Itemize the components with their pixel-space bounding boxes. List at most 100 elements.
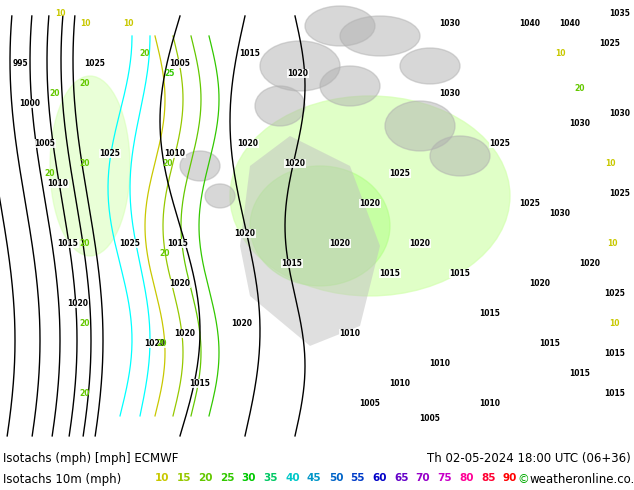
Text: 45: 45 — [307, 473, 321, 483]
Text: 1010: 1010 — [429, 359, 451, 368]
Text: 1010: 1010 — [48, 179, 68, 188]
Text: 20: 20 — [157, 339, 167, 348]
Text: 10: 10 — [123, 19, 133, 28]
Text: 90: 90 — [503, 473, 517, 483]
Text: 1015: 1015 — [281, 259, 302, 268]
Ellipse shape — [340, 16, 420, 56]
Text: Th 02-05-2024 18:00 UTC (06+36): Th 02-05-2024 18:00 UTC (06+36) — [427, 452, 631, 465]
Text: 25: 25 — [220, 473, 235, 483]
Ellipse shape — [255, 86, 305, 126]
Text: 1005: 1005 — [359, 399, 380, 408]
Text: 995: 995 — [12, 59, 28, 68]
Text: weatheronline.co.uk: weatheronline.co.uk — [530, 473, 634, 486]
Text: 1010: 1010 — [479, 399, 500, 408]
Text: 1020: 1020 — [238, 139, 259, 148]
Text: 10: 10 — [555, 49, 566, 58]
Text: 1015: 1015 — [450, 269, 470, 278]
Text: 1025: 1025 — [389, 169, 410, 178]
Text: 1010: 1010 — [164, 149, 186, 158]
Text: 20: 20 — [80, 319, 90, 328]
Text: Isotachs (mph) [mph] ECMWF: Isotachs (mph) [mph] ECMWF — [3, 452, 178, 465]
Text: 20: 20 — [80, 79, 90, 88]
Text: 20: 20 — [80, 159, 90, 168]
Text: 1030: 1030 — [569, 119, 590, 128]
Text: 1020: 1020 — [359, 199, 380, 208]
Text: 1040: 1040 — [519, 19, 541, 28]
Text: 20: 20 — [163, 159, 173, 168]
Text: 10: 10 — [607, 239, 618, 248]
Text: 10: 10 — [55, 9, 65, 18]
Text: 1005: 1005 — [169, 59, 190, 68]
Text: 1025: 1025 — [120, 239, 141, 248]
Text: 20: 20 — [45, 169, 55, 178]
Text: 55: 55 — [351, 473, 365, 483]
Text: 60: 60 — [372, 473, 387, 483]
Text: 85: 85 — [481, 473, 496, 483]
Text: 20: 20 — [139, 49, 150, 58]
Text: 1015: 1015 — [190, 379, 210, 388]
Text: 40: 40 — [285, 473, 300, 483]
Ellipse shape — [250, 166, 390, 286]
Text: 1040: 1040 — [559, 19, 581, 28]
Text: 30: 30 — [242, 473, 256, 483]
Text: 65: 65 — [394, 473, 408, 483]
Text: 10: 10 — [155, 473, 169, 483]
Text: 1025: 1025 — [489, 139, 510, 148]
Text: 1020: 1020 — [174, 329, 195, 338]
Ellipse shape — [320, 66, 380, 106]
Text: 1025: 1025 — [605, 289, 625, 298]
Text: 1015: 1015 — [380, 269, 401, 278]
Text: 80: 80 — [459, 473, 474, 483]
Ellipse shape — [180, 151, 220, 181]
Text: 1025: 1025 — [100, 149, 120, 158]
Ellipse shape — [385, 101, 455, 151]
Text: 1035: 1035 — [609, 9, 630, 18]
Text: 20: 20 — [80, 389, 90, 398]
Text: 1025: 1025 — [600, 39, 621, 48]
Text: 1020: 1020 — [145, 339, 165, 348]
Text: Isotachs 10m (mph): Isotachs 10m (mph) — [3, 473, 121, 486]
Text: 75: 75 — [437, 473, 452, 483]
Text: 15: 15 — [176, 473, 191, 483]
Text: 1015: 1015 — [167, 239, 188, 248]
Text: 1020: 1020 — [529, 279, 550, 288]
Text: 50: 50 — [329, 473, 343, 483]
Ellipse shape — [400, 48, 460, 84]
Text: 70: 70 — [416, 473, 430, 483]
Text: 1020: 1020 — [67, 299, 89, 308]
Ellipse shape — [305, 6, 375, 46]
Text: 1030: 1030 — [439, 89, 460, 98]
Text: 1010: 1010 — [389, 379, 410, 388]
Text: 1020: 1020 — [579, 259, 600, 268]
Text: 20: 20 — [80, 239, 90, 248]
Text: 20: 20 — [160, 249, 171, 258]
Ellipse shape — [205, 184, 235, 208]
Text: 1025: 1025 — [519, 199, 540, 208]
Text: 25: 25 — [165, 69, 175, 78]
Text: 1025: 1025 — [84, 59, 105, 68]
Text: 1015: 1015 — [605, 389, 625, 398]
Text: 1020: 1020 — [231, 319, 252, 328]
Text: 1020: 1020 — [285, 159, 306, 168]
Text: 10: 10 — [605, 159, 615, 168]
PathPatch shape — [240, 136, 380, 346]
Text: 1030: 1030 — [550, 209, 571, 218]
Text: 1020: 1020 — [287, 69, 309, 78]
Ellipse shape — [230, 96, 510, 296]
Text: 1000: 1000 — [20, 99, 41, 108]
Text: 1005: 1005 — [35, 139, 55, 148]
Text: 35: 35 — [264, 473, 278, 483]
Text: 1025: 1025 — [609, 189, 630, 198]
Text: 1015: 1015 — [569, 369, 590, 378]
Text: 10: 10 — [609, 319, 619, 328]
Text: 1015: 1015 — [605, 349, 625, 358]
Text: 20: 20 — [49, 89, 60, 98]
Text: ©: © — [517, 473, 529, 486]
Text: 1005: 1005 — [420, 414, 441, 423]
Ellipse shape — [260, 41, 340, 91]
Text: 1015: 1015 — [479, 309, 500, 318]
Text: 1020: 1020 — [169, 279, 190, 288]
Ellipse shape — [50, 76, 130, 256]
Text: 1015: 1015 — [540, 339, 560, 348]
Text: 20: 20 — [198, 473, 213, 483]
